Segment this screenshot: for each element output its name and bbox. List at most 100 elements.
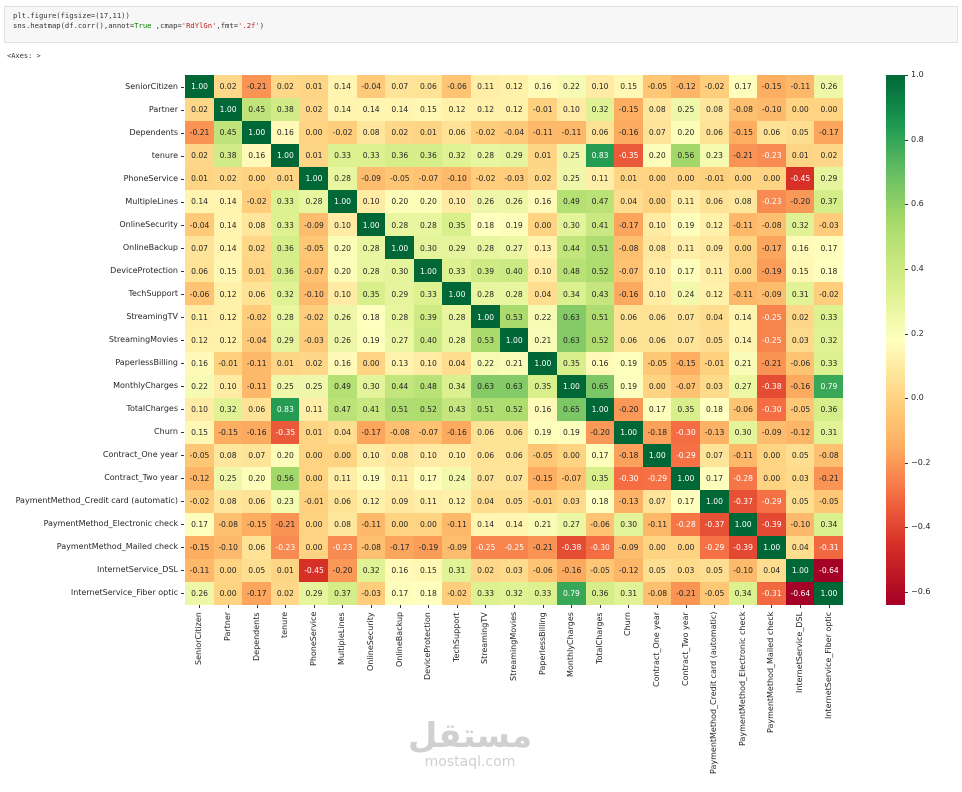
heatmap-cell: 0.33 bbox=[442, 259, 472, 283]
x-tick bbox=[771, 605, 773, 608]
watermark-arabic: مستقل bbox=[407, 716, 533, 756]
heatmap-cell: 0.51 bbox=[471, 397, 501, 422]
heatmap-cell: 0.28 bbox=[499, 282, 529, 306]
heatmap-cell: -0.02 bbox=[328, 121, 358, 145]
heatmap-cell: 0.02 bbox=[528, 167, 558, 191]
heatmap-cell: 0.19 bbox=[556, 420, 586, 445]
heatmap-cell: 0.17 bbox=[185, 512, 215, 537]
heatmap-cell: 0.02 bbox=[814, 144, 844, 168]
heatmap-cell: -0.21 bbox=[528, 535, 558, 560]
heatmap-cell: 0.17 bbox=[671, 259, 701, 283]
heatmap-cell: 0.27 bbox=[385, 328, 415, 352]
heatmap-cell: 0.14 bbox=[185, 190, 215, 214]
heatmap-cell: 0.30 bbox=[413, 236, 443, 260]
heatmap-cell: -0.03 bbox=[356, 581, 386, 606]
heatmap-cell: 0.32 bbox=[442, 144, 472, 168]
heatmap-cell: 0.08 bbox=[328, 512, 358, 537]
heatmap-cell: 0.28 bbox=[471, 236, 501, 260]
heatmap-cell: -0.05 bbox=[585, 558, 615, 583]
heatmap-cell: 0.29 bbox=[814, 167, 844, 191]
heatmap-cell: 0.21 bbox=[528, 328, 558, 352]
heatmap-cell: 0.44 bbox=[385, 374, 415, 399]
heatmap-cell: 0.28 bbox=[270, 305, 300, 329]
heatmap-cell: 0.17 bbox=[385, 581, 415, 606]
heatmap-cell: 0.32 bbox=[499, 581, 529, 606]
heatmap-cell: -0.31 bbox=[814, 535, 844, 560]
heatmap-cell: 0.05 bbox=[642, 558, 672, 583]
x-tick-label: PhoneService bbox=[308, 611, 318, 666]
heatmap-cell: 0.15 bbox=[413, 98, 443, 122]
heatmap-cell: 0.06 bbox=[242, 397, 272, 422]
heatmap-cell: 0.00 bbox=[642, 167, 672, 191]
heatmap-cell: 0.28 bbox=[413, 213, 443, 237]
heatmap-cell: -0.08 bbox=[642, 581, 672, 606]
heatmap-cell: 0.06 bbox=[499, 420, 529, 445]
heatmap-cell: 1.00 bbox=[299, 167, 329, 191]
heatmap-cell: 0.06 bbox=[471, 443, 501, 468]
heatmap-cell: 0.28 bbox=[385, 213, 415, 237]
heatmap-cell: 0.08 bbox=[213, 443, 243, 468]
x-tick bbox=[199, 605, 201, 608]
heatmap-cell: 0.20 bbox=[328, 259, 358, 283]
heatmap-cell: 0.05 bbox=[785, 121, 815, 145]
heatmap-cell: 0.12 bbox=[699, 213, 730, 237]
heatmap-cell: 0.00 bbox=[242, 167, 272, 191]
heatmap-cell: -0.12 bbox=[785, 420, 815, 445]
heatmap-cell: 0.26 bbox=[328, 305, 358, 329]
heatmap-cell: 0.28 bbox=[299, 190, 329, 214]
heatmap-cell: 0.79 bbox=[814, 374, 844, 399]
heatmap-cell: 0.10 bbox=[442, 190, 472, 214]
heatmap-cell: 0.01 bbox=[242, 259, 272, 283]
heatmap-cell: 0.06 bbox=[471, 420, 501, 445]
heatmap-cell: 1.00 bbox=[270, 144, 300, 168]
heatmap-cell: -0.21 bbox=[185, 121, 215, 145]
y-tick-label: tenure bbox=[151, 150, 178, 160]
heatmap-cell: -0.08 bbox=[728, 98, 758, 122]
x-tick bbox=[399, 605, 401, 608]
heatmap-cell: 0.05 bbox=[242, 558, 272, 583]
heatmap-cell: 0.27 bbox=[556, 512, 586, 537]
x-tick-label: TechSupport bbox=[451, 612, 461, 662]
heatmap-cell: 0.00 bbox=[728, 167, 758, 191]
heatmap-cell: -0.10 bbox=[728, 558, 758, 583]
heatmap-cell: -0.15 bbox=[213, 420, 243, 445]
heatmap-cell: -0.30 bbox=[614, 466, 644, 491]
y-tick-label: SeniorCitizen bbox=[125, 81, 178, 91]
y-tick-label: PaymentMethod_Credit card (automatic) bbox=[15, 496, 178, 506]
heatmap-cell: -0.21 bbox=[757, 351, 787, 376]
heatmap-cell: 0.00 bbox=[757, 466, 787, 491]
heatmap-cell: -0.12 bbox=[671, 75, 701, 99]
heatmap-cell: 0.48 bbox=[413, 374, 443, 399]
code-cell[interactable]: plt.figure(figsize=(17,11)) sns.heatmap(… bbox=[4, 6, 958, 43]
heatmap-cell: 0.02 bbox=[385, 121, 415, 145]
colorbar-tick-label: −0.2 bbox=[911, 457, 931, 467]
heatmap-cell: 0.35 bbox=[671, 397, 701, 422]
y-tick-label: OnlineBackup bbox=[122, 242, 178, 252]
heatmap-cell: 0.14 bbox=[471, 512, 501, 537]
heatmap-cell: 0.03 bbox=[699, 374, 730, 399]
x-tick-label: OnlineBackup bbox=[394, 611, 404, 667]
heatmap-cell: 0.49 bbox=[328, 374, 358, 399]
heatmap-cell: 0.35 bbox=[585, 466, 615, 491]
y-tick-label: InternetService_DSL bbox=[96, 565, 178, 575]
heatmap-cell: 0.14 bbox=[728, 328, 758, 352]
y-tick bbox=[181, 270, 184, 272]
heatmap-cell: -0.06 bbox=[185, 282, 215, 306]
heatmap-cell: 0.00 bbox=[213, 558, 243, 583]
heatmap-cell: 0.05 bbox=[499, 489, 529, 514]
heatmap-cell: 0.18 bbox=[585, 489, 615, 514]
heatmap-cell: 0.63 bbox=[556, 328, 586, 352]
heatmap-cell: -0.08 bbox=[213, 512, 243, 537]
heatmap-cell: -0.02 bbox=[814, 282, 844, 306]
heatmap-cell: 0.25 bbox=[213, 466, 243, 491]
heatmap-cell: 0.19 bbox=[671, 213, 701, 237]
heatmap-cell: 0.25 bbox=[270, 374, 300, 399]
heatmap-cell: 0.17 bbox=[699, 466, 730, 491]
heatmap-cell: -0.15 bbox=[728, 121, 758, 145]
heatmap-cell: 0.14 bbox=[213, 190, 243, 214]
heatmap-cell: 0.25 bbox=[556, 144, 586, 168]
colorbar-tick bbox=[905, 333, 908, 335]
colorbar-tick bbox=[905, 75, 908, 76]
colorbar bbox=[886, 75, 905, 605]
heatmap-cell: 0.12 bbox=[699, 282, 730, 306]
